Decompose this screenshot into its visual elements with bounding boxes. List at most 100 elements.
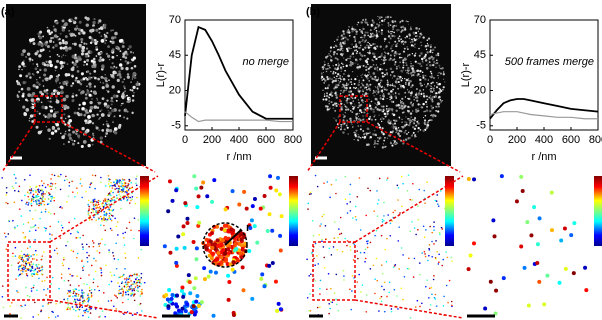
image-spot [392,71,394,73]
localization [38,264,40,266]
image-spot [384,87,386,89]
image-spot [132,75,135,78]
image-spot [436,92,438,94]
localization [81,185,83,187]
image-spot [81,72,84,75]
localization [32,226,34,228]
image-spot [131,112,133,114]
image-spot [37,66,38,67]
localization [383,202,385,204]
image-spot [337,59,338,60]
localization [241,265,245,269]
localization [121,181,123,183]
localization [336,304,338,306]
image-spot [127,61,130,64]
localization [23,264,25,266]
localization [18,190,20,192]
image-spot [329,97,331,99]
image-spot [133,56,136,59]
image-spot [418,31,419,32]
image-spot [42,36,44,38]
localization [51,195,53,197]
image-spot [23,60,25,62]
localization [103,292,105,294]
image-spot [86,43,88,45]
localization [397,199,399,201]
image-spot [419,129,421,131]
localization [94,188,96,190]
localization [85,310,87,312]
localization [77,192,79,194]
image-spot [108,79,110,81]
image-spot [392,50,393,51]
image-spot [383,63,384,64]
image-spot [125,67,128,70]
image-spot [413,45,415,47]
localization [240,255,244,259]
localization [72,296,74,298]
image-spot [368,71,369,72]
localization [240,237,244,241]
image-spot [393,143,394,144]
image-spot [401,121,402,122]
image-spot [56,60,59,63]
localization [307,297,309,299]
localization [32,258,34,260]
localization [55,303,57,305]
localization [431,287,433,289]
localization [41,211,43,213]
localization [33,287,35,289]
image-spot [111,74,115,78]
localization [21,306,23,308]
localization [67,300,69,302]
localization [45,294,47,296]
image-spot [28,72,31,75]
localization [223,224,227,228]
image-spot [405,58,406,59]
localization [116,226,118,228]
localization [310,191,312,193]
image-spot [407,89,408,90]
image-spot [21,53,24,56]
image-spot [355,113,357,115]
localization [136,282,138,284]
image-spot [379,16,382,19]
image-spot [402,126,404,128]
image-spot [348,79,350,81]
image-spot [42,49,44,51]
image-spot [91,60,94,63]
localization [138,275,140,277]
image-spot [349,82,350,83]
image-spot [362,74,364,76]
image-spot [364,88,365,89]
image-spot [355,43,357,45]
localization [483,307,487,311]
image-spot [111,109,114,112]
localization [44,204,46,206]
image-spot [49,114,52,117]
image-spot [428,38,430,40]
image-spot [350,63,352,65]
localization [69,274,71,276]
image-spot [367,32,369,34]
image-spot [355,105,356,106]
localization [279,249,283,253]
localization [350,184,352,186]
image-spot [366,133,367,134]
localization [2,285,4,287]
localization [47,203,49,205]
image-spot [16,80,18,82]
image-spot [363,112,365,114]
localization [58,221,60,223]
localization [376,258,378,260]
image-spot [414,43,415,44]
image-spot [391,45,393,47]
localization [197,304,201,308]
image-spot [377,101,380,104]
localization [31,200,33,202]
image-spot [94,77,97,80]
image-spot [127,76,130,79]
localization [255,241,259,245]
localization [122,313,124,315]
image-spot [33,63,35,65]
